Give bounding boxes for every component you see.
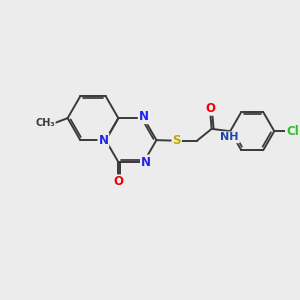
- Text: N: N: [139, 110, 149, 123]
- Text: O: O: [113, 175, 123, 188]
- Text: Cl: Cl: [287, 124, 299, 138]
- Text: O: O: [205, 102, 215, 115]
- Text: CH₃: CH₃: [35, 118, 55, 128]
- Text: N: N: [141, 156, 151, 169]
- Text: N: N: [98, 134, 108, 147]
- Text: NH: NH: [220, 132, 239, 142]
- Text: S: S: [172, 134, 181, 147]
